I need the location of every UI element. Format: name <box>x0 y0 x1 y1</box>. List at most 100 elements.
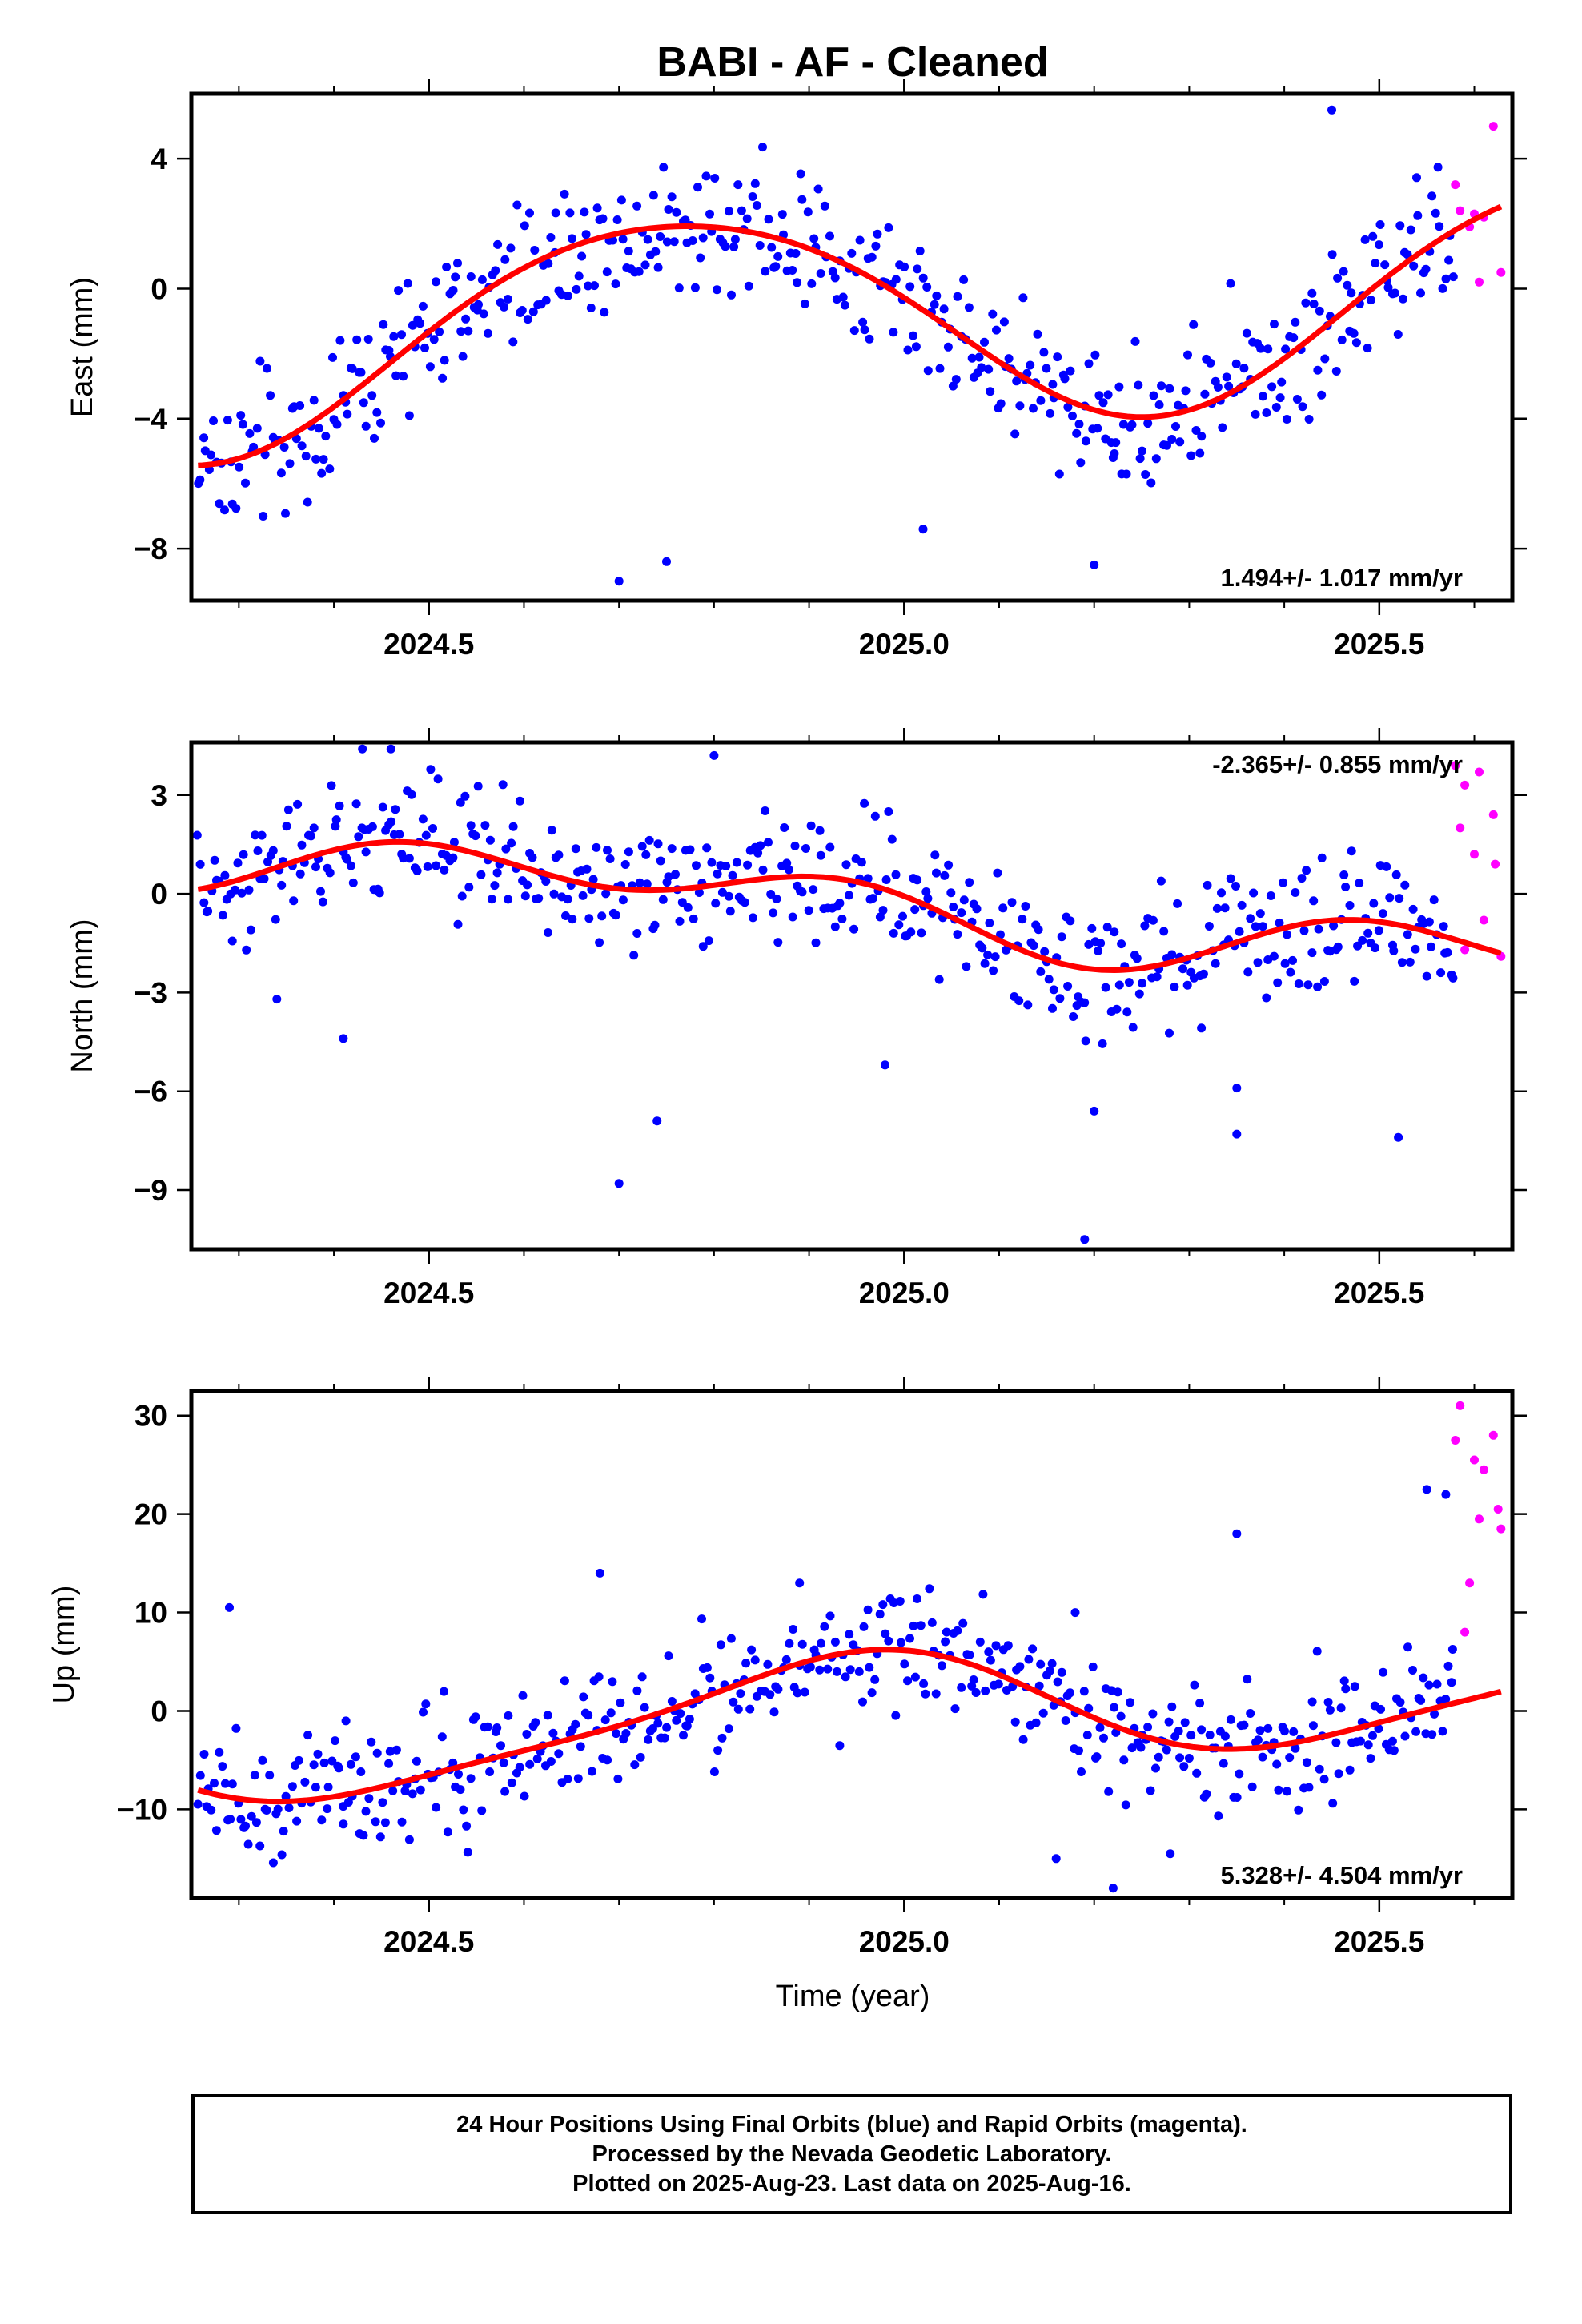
up-final-point <box>1289 1727 1299 1736</box>
east-final-point <box>614 577 624 586</box>
east-final-point <box>565 208 575 218</box>
north-final-point <box>375 888 384 898</box>
north-final-point <box>932 868 941 878</box>
up-final-point <box>378 1798 387 1807</box>
east-final-point <box>1165 384 1174 393</box>
up-final-point <box>1379 1667 1388 1677</box>
up-final-point <box>1024 1655 1034 1664</box>
up-final-point <box>1047 1659 1057 1668</box>
east-final-point <box>389 332 399 341</box>
east-final-point <box>764 215 773 224</box>
east-final-point <box>568 234 576 243</box>
north-final-point <box>671 870 680 879</box>
up-final-point <box>1441 1695 1451 1704</box>
east-final-point <box>867 252 877 262</box>
up-final-point <box>247 1811 256 1821</box>
up-final-point <box>1235 1769 1244 1779</box>
up-final-point <box>1319 1775 1329 1784</box>
up-final-point <box>1232 1793 1242 1802</box>
east-final-point <box>900 262 909 271</box>
north-x-tick-label: 2025.0 <box>859 1277 950 1309</box>
north-final-point <box>295 869 305 879</box>
north-final-point <box>210 855 219 865</box>
north-final-point <box>664 872 673 882</box>
up-final-point <box>878 1600 888 1610</box>
north-final-point <box>983 950 993 959</box>
east-final-point <box>448 286 458 295</box>
up-final-point <box>243 1839 253 1849</box>
north-final-point <box>658 895 668 904</box>
north-final-point <box>1081 1036 1090 1046</box>
north-final-point <box>277 880 287 890</box>
north-final-point <box>743 860 753 870</box>
up-final-point <box>1108 1884 1118 1893</box>
up-final-point <box>1031 1718 1041 1727</box>
east-final-point <box>574 271 584 281</box>
up-final-point <box>747 1645 757 1655</box>
east-final-point <box>948 381 958 391</box>
east-final-point <box>1448 272 1458 282</box>
north-final-point <box>1029 941 1038 951</box>
up-final-point <box>595 1568 604 1578</box>
up-final-point <box>897 1638 905 1647</box>
figure-title: BABI - AF - Cleaned <box>656 39 1048 86</box>
east-y-tick-label: 4 <box>151 143 167 175</box>
up-y-axis-label: Up (mm) <box>47 1586 81 1704</box>
north-final-point <box>725 907 735 916</box>
up-final-point <box>1355 1736 1365 1746</box>
up-final-point <box>909 1621 918 1630</box>
east-final-point <box>479 309 488 319</box>
north-final-point <box>642 879 652 889</box>
up-final-point <box>1084 1703 1094 1713</box>
east-final-point <box>830 273 840 283</box>
north-final-point <box>1411 944 1420 954</box>
east-final-point <box>913 264 922 274</box>
north-final-point <box>1178 964 1187 974</box>
east-final-point <box>953 292 962 301</box>
up-final-point <box>416 1785 425 1795</box>
east-final-point <box>301 452 311 461</box>
north-final-point <box>487 895 496 904</box>
east-final-point <box>343 409 352 419</box>
east-final-point <box>1320 354 1330 364</box>
north-final-point <box>1355 879 1364 888</box>
north-final-point <box>476 870 486 879</box>
east-final-point <box>453 259 462 268</box>
east-final-point <box>512 200 522 210</box>
north-final-point <box>504 895 513 904</box>
east-final-point <box>1072 428 1082 438</box>
up-final-point <box>388 1786 398 1795</box>
east-final-point <box>1138 446 1146 456</box>
up-final-point <box>215 1747 224 1757</box>
north-final-point <box>1128 1023 1138 1032</box>
up-final-point <box>323 1804 332 1814</box>
north-final-point <box>473 782 483 791</box>
east-final-point <box>435 327 444 336</box>
east-final-point <box>1395 221 1405 231</box>
east-final-point <box>321 432 331 441</box>
north-final-point <box>1023 1000 1033 1010</box>
up-final-point <box>941 1637 950 1647</box>
north-final-point <box>1080 1235 1090 1244</box>
up-final-point <box>361 1807 371 1816</box>
north-final-point <box>404 854 414 863</box>
up-final-point <box>1195 1699 1205 1708</box>
up-final-point <box>953 1626 962 1635</box>
up-final-point <box>1077 1767 1086 1776</box>
north-final-point <box>1087 923 1097 933</box>
up-final-point <box>284 1803 294 1812</box>
east-final-point <box>195 475 205 485</box>
east-final-point <box>742 214 752 223</box>
north-rapid-point <box>1491 859 1500 869</box>
north-final-point <box>756 841 765 850</box>
up-final-point <box>359 1831 368 1840</box>
north-final-point <box>1255 909 1265 919</box>
east-x-tick-label: 2025.0 <box>859 628 950 661</box>
north-final-orbit-points <box>192 744 1458 1244</box>
north-final-point <box>199 898 209 907</box>
north-final-point <box>985 919 994 927</box>
north-final-point <box>571 844 580 854</box>
up-final-point <box>795 1578 805 1588</box>
north-final-point <box>1069 1012 1078 1021</box>
north-final-point <box>624 847 633 857</box>
